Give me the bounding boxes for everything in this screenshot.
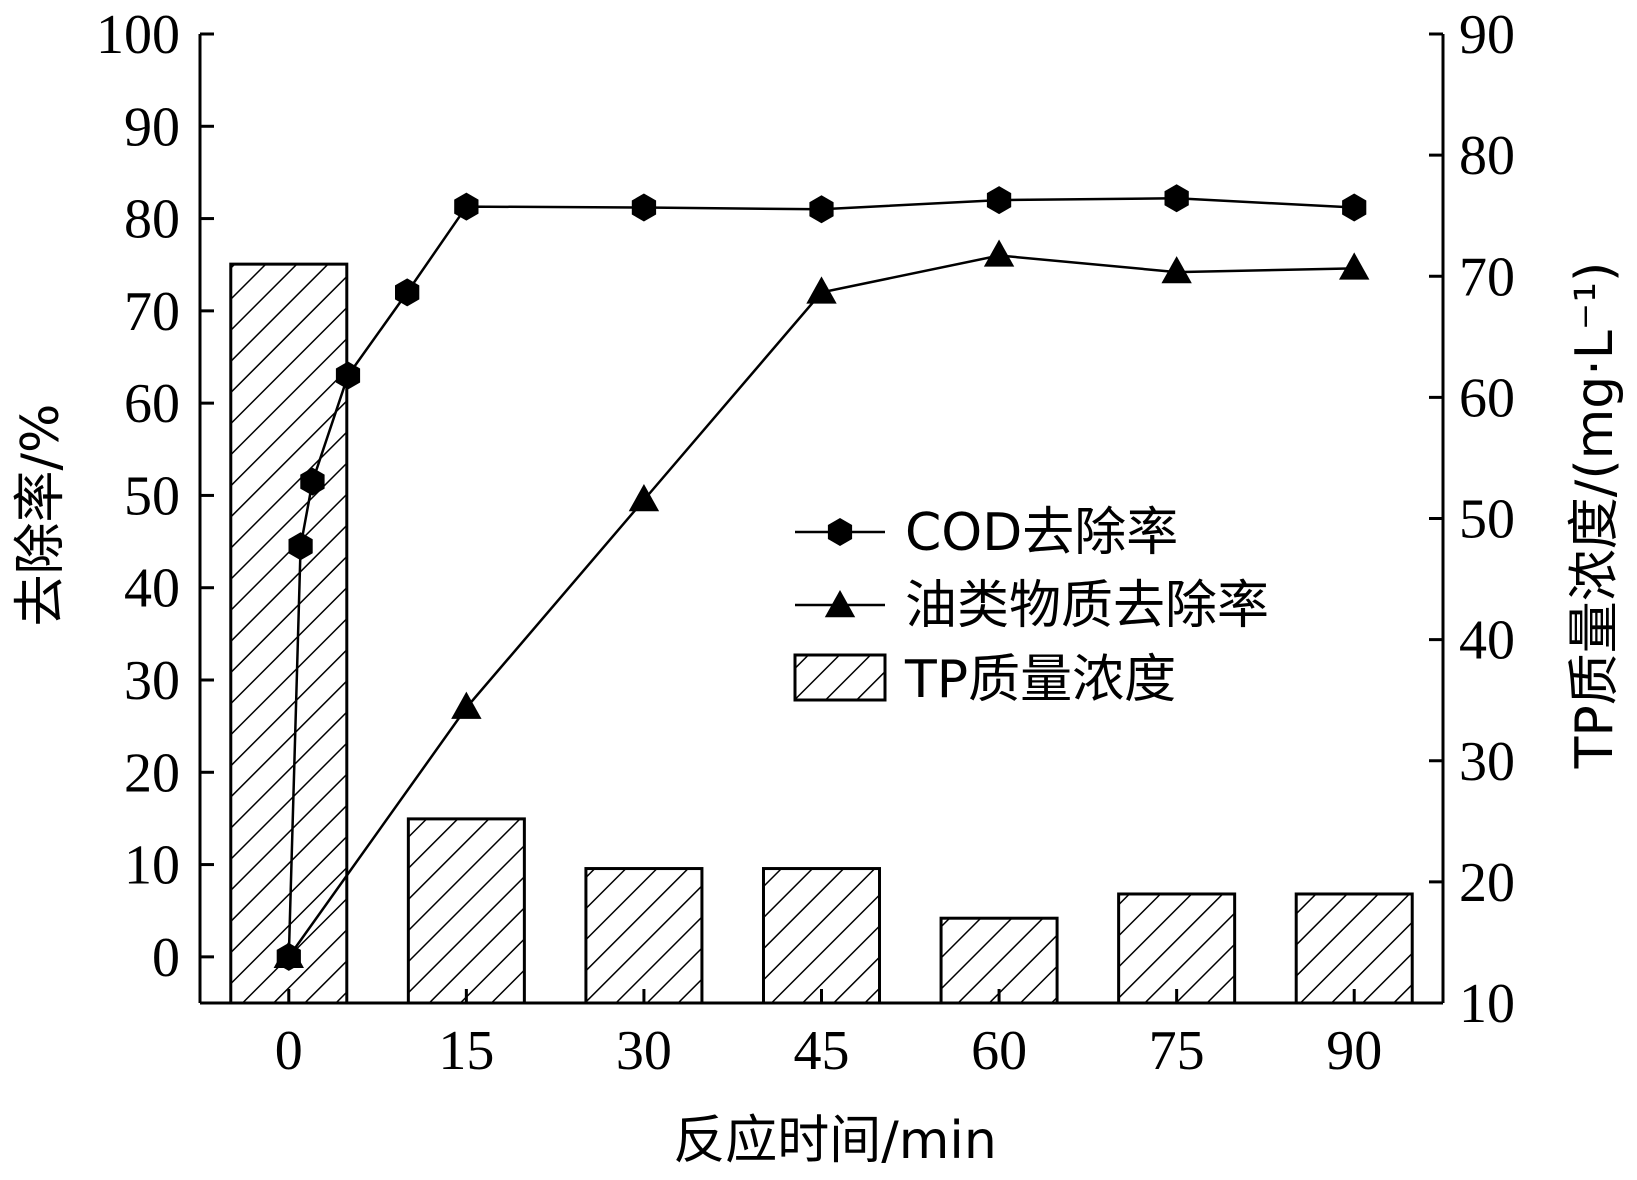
tp-bar bbox=[584, 867, 704, 1005]
oil-marker bbox=[983, 239, 1015, 267]
x-tick-label: 45 bbox=[794, 1020, 850, 1082]
x-tick-label: 60 bbox=[971, 1020, 1027, 1082]
x-tick-label: 90 bbox=[1326, 1020, 1382, 1082]
oil-marker bbox=[628, 484, 660, 512]
left-tick-label: 60 bbox=[124, 373, 180, 435]
axes bbox=[198, 34, 1445, 1005]
right-tick-label: 80 bbox=[1459, 125, 1515, 187]
cod-marker bbox=[288, 532, 313, 561]
oil-marker bbox=[1161, 256, 1192, 284]
left-tick-label: 50 bbox=[124, 465, 180, 527]
legend-item-oil: 油类物质去除率 bbox=[795, 576, 1269, 636]
cod-marker bbox=[454, 192, 479, 221]
left-tick-label: 20 bbox=[124, 742, 180, 804]
legend-oil-label: 油类物质去除率 bbox=[905, 576, 1269, 636]
legend-oil-marker bbox=[824, 590, 856, 618]
oil-marker bbox=[806, 276, 837, 304]
oil-marker bbox=[1339, 252, 1370, 280]
cod-marker bbox=[335, 361, 361, 390]
x-tick-label: 30 bbox=[616, 1020, 672, 1082]
left-axis-title: 去除率/% bbox=[11, 404, 71, 627]
left-tick-label: 40 bbox=[124, 558, 180, 620]
legend-cod-marker bbox=[827, 518, 853, 546]
right-tick-label: 70 bbox=[1459, 246, 1515, 308]
right-axis-ticks: 10 20 30 40 50 60 70 80 90 bbox=[1429, 4, 1515, 1035]
cod-marker bbox=[631, 193, 657, 222]
tp-bars bbox=[229, 262, 1414, 1005]
left-tick-label: 30 bbox=[124, 650, 180, 712]
tp-bar bbox=[761, 867, 882, 1005]
cod-marker bbox=[986, 186, 1012, 215]
cod-marker bbox=[395, 278, 420, 307]
x-tick-label: 0 bbox=[275, 1020, 303, 1082]
left-tick-label: 100 bbox=[96, 4, 180, 66]
left-tick-label: 80 bbox=[124, 189, 180, 251]
tp-bar bbox=[229, 262, 349, 1005]
right-tick-label: 40 bbox=[1459, 610, 1515, 672]
cod-marker bbox=[300, 467, 325, 496]
x-axis-ticks: 0 15 30 45 60 75 90 bbox=[275, 989, 1382, 1082]
legend-item-cod: COD去除率 bbox=[795, 503, 1178, 563]
legend-cod-label: COD去除率 bbox=[905, 503, 1178, 563]
left-tick-label: 70 bbox=[124, 281, 180, 343]
cod-marker bbox=[1342, 193, 1367, 222]
right-tick-label: 30 bbox=[1459, 731, 1515, 793]
left-tick-label: 90 bbox=[124, 96, 180, 158]
legend: COD去除率 油类物质去除率 TP质量浓度 bbox=[793, 503, 1269, 710]
right-tick-label: 50 bbox=[1459, 489, 1515, 551]
legend-tp-swatch bbox=[793, 653, 887, 702]
right-tick-label: 20 bbox=[1459, 852, 1515, 914]
tp-bar bbox=[406, 817, 526, 1005]
x-axis-title: 反应时间/min bbox=[673, 1111, 997, 1171]
right-tick-label: 90 bbox=[1459, 4, 1515, 66]
left-axis-ticks: 0 10 20 30 40 50 60 70 80 90 100 bbox=[96, 4, 214, 989]
legend-tp-label: TP质量浓度 bbox=[904, 650, 1176, 710]
cod-marker bbox=[276, 942, 301, 971]
x-tick-label: 75 bbox=[1149, 1020, 1205, 1082]
tp-bar bbox=[1294, 892, 1414, 1005]
legend-item-tp: TP质量浓度 bbox=[793, 650, 1176, 710]
right-tick-label: 60 bbox=[1459, 367, 1515, 429]
right-axis-title: TP质量浓度/(mg·L⁻¹) bbox=[1565, 262, 1625, 770]
series-markers bbox=[273, 184, 1370, 971]
x-tick-label: 15 bbox=[438, 1020, 494, 1082]
right-tick-label: 10 bbox=[1459, 973, 1515, 1035]
cod-marker bbox=[809, 195, 834, 224]
cod-marker bbox=[1164, 184, 1189, 213]
oil-marker bbox=[451, 691, 482, 719]
left-tick-label: 0 bbox=[152, 927, 180, 989]
tp-bar bbox=[1117, 892, 1237, 1005]
left-tick-label: 10 bbox=[124, 835, 180, 897]
